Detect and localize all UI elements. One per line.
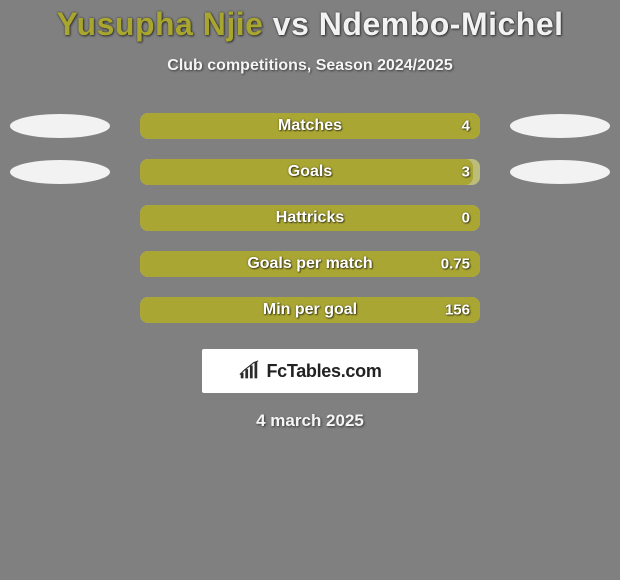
right-oval [510,160,610,184]
right-oval [510,114,610,138]
bar-chart-icon [238,360,260,382]
subtitle: Club competitions, Season 2024/2025 [167,57,452,75]
left-oval [10,160,110,184]
stat-bar: Hattricks 0 [140,205,480,231]
stat-label: Hattricks [276,209,344,227]
stat-row: Goals per match 0.75 [0,251,620,277]
stat-label: Matches [278,117,342,135]
vs-text: vs [273,6,310,42]
infographic: Yusupha Njie vs Ndembo-Michel Club compe… [0,0,620,580]
stat-row: Min per goal 156 [0,297,620,323]
player2-name: Ndembo-Michel [319,6,564,42]
stat-label: Goals [288,163,332,181]
page-title: Yusupha Njie vs Ndembo-Michel [56,6,563,43]
brand-badge: FcTables.com [202,349,418,393]
stat-label: Min per goal [263,301,357,319]
stat-value: 0.75 [441,256,470,273]
stat-value: 4 [462,118,470,135]
brand-text: FcTables.com [266,361,381,382]
stat-rows: Matches 4 Goals 3 Hattricks 0 Goals per match 0… [0,113,620,323]
player1-name: Yusupha Njie [56,6,263,42]
stat-value: 0 [462,210,470,227]
left-oval [10,114,110,138]
stat-value: 156 [445,302,470,319]
date-text: 4 march 2025 [256,411,364,431]
stat-row: Matches 4 [0,113,620,139]
stat-bar: Goals 3 [140,159,480,185]
stat-bar: Matches 4 [140,113,480,139]
stat-bar: Min per goal 156 [140,297,480,323]
stat-row: Goals 3 [0,159,620,185]
stat-row: Hattricks 0 [0,205,620,231]
stat-value: 3 [462,164,470,181]
stat-label: Goals per match [247,255,372,273]
stat-bar: Goals per match 0.75 [140,251,480,277]
